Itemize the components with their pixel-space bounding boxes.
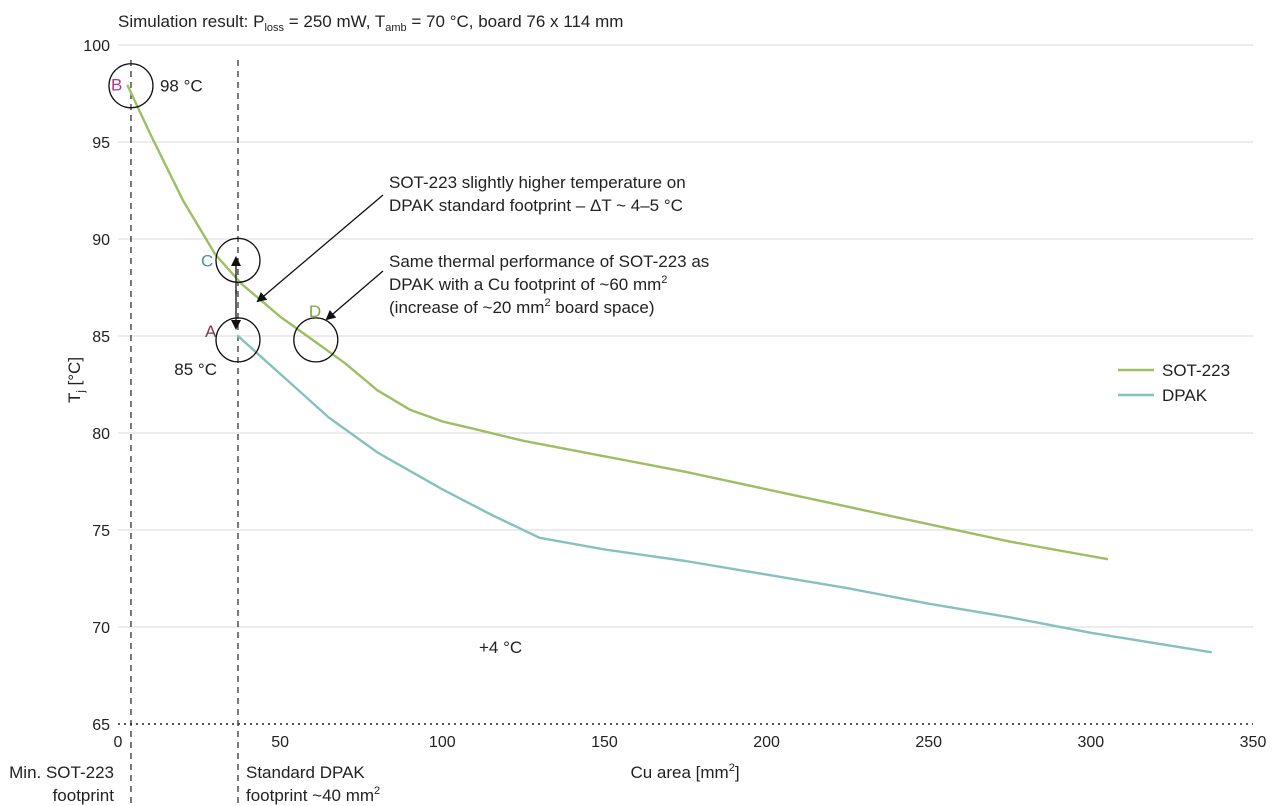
marker-circle-b	[108, 63, 154, 109]
marker-circle-a	[215, 317, 261, 363]
x-tick-label-150: 150	[591, 734, 618, 751]
annotation-same-line2: DPAK with a Cu footprint of ~60 mm2	[389, 274, 667, 294]
x-tick-label-0: 0	[114, 734, 123, 751]
legend-label-0: SOT-223	[1162, 361, 1230, 380]
x-tick-label-250: 250	[915, 734, 942, 751]
marker-circle-c	[215, 237, 261, 283]
marker-value-a: 85 °C	[174, 360, 217, 379]
y-tick-label-100: 100	[83, 38, 110, 55]
y-tick-label-65: 65	[92, 717, 110, 734]
y-axis-label: Tj [°C]	[65, 357, 87, 403]
axes: 65 70 75 80 85 90 95 100 0 50 100 150 200 250 300 350	[83, 38, 1266, 806]
vline-label-standard-dpak-line2: footprint ~40 mm2	[246, 785, 380, 805]
chart-title: Simulation result: Ploss = 250 mW, Tamb …	[118, 12, 623, 34]
marker-value-b: 98 °C	[160, 77, 203, 96]
annotation-plus-4: +4 °C	[479, 638, 522, 657]
y-tick-label-75: 75	[92, 523, 110, 540]
gridlines	[118, 44, 1253, 628]
x-tick-label-50: 50	[271, 734, 289, 751]
x-axis-label: Cu area [mm2]	[630, 762, 739, 782]
x-tick-label-300: 300	[1078, 734, 1105, 751]
legend-label-1: DPAK	[1162, 386, 1208, 405]
vline-label-min-sot223-line2: footprint	[53, 786, 115, 805]
arrow-delta	[256, 194, 384, 303]
annotation-same-line1: Same thermal performance of SOT-223 as	[389, 252, 709, 271]
x-tick-label-350: 350	[1240, 734, 1267, 751]
y-tick-label-80: 80	[92, 426, 110, 443]
annotations: Tj [°C] Cu area [mm2] Min. SOT-223 footp…	[9, 173, 739, 805]
arrow-same	[325, 270, 384, 321]
marker-letter-a: A	[205, 322, 217, 341]
x-tick-label-200: 200	[753, 734, 780, 751]
vline-label-standard-dpak: Standard DPAK	[246, 763, 365, 782]
x-tick-label-100: 100	[429, 734, 456, 751]
series-line-sot-223	[126, 84, 1109, 561]
y-tick-label-70: 70	[92, 620, 110, 637]
point-markers: B 98 °C C A 85 °C D	[108, 63, 339, 379]
annotation-same-line3: (increase of ~20 mm2 board space)	[389, 297, 655, 317]
series-lines	[126, 84, 1212, 654]
marker-letter-c: C	[201, 251, 213, 270]
series-line-dpak	[236, 334, 1212, 654]
vline-label-min-sot223: Min. SOT-223	[9, 763, 114, 782]
y-tick-label-90: 90	[92, 232, 110, 249]
annotation-delta-line1: SOT-223 slightly higher temperature on	[389, 173, 686, 192]
y-tick-label-85: 85	[92, 329, 110, 346]
legend: SOT-223 DPAK	[1118, 361, 1230, 405]
marker-letter-b: B	[111, 76, 122, 95]
marker-circle-d	[293, 317, 339, 363]
marker-letter-d: D	[309, 302, 321, 321]
y-tick-label-95: 95	[92, 135, 110, 152]
annotation-delta-line2: DPAK standard footprint – ΔT ~ 4–5 °C	[389, 196, 683, 215]
